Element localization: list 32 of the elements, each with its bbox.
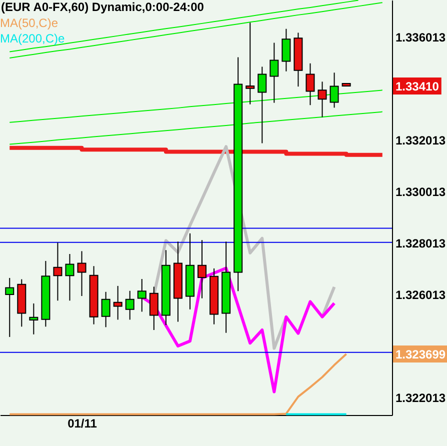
candlestick xyxy=(53,242,62,302)
text: MA(50,C)e xyxy=(0,16,58,30)
y-tick-label: 1.323699 xyxy=(396,347,446,362)
candlestick xyxy=(77,250,86,296)
candlestick xyxy=(330,72,339,108)
y-tick-label: 1.328013 xyxy=(396,236,446,250)
y-tick-label: 1.330013 xyxy=(396,184,446,199)
candlestick xyxy=(282,28,291,72)
candlestick xyxy=(5,277,14,338)
candlestick xyxy=(149,286,158,330)
candlestick xyxy=(29,302,38,335)
candlestick xyxy=(258,66,267,144)
y-tick-label: 1.326013 xyxy=(396,288,446,302)
candlestick xyxy=(198,240,207,299)
candlestick xyxy=(306,62,315,106)
candlestick xyxy=(246,22,255,105)
x-tick-label: 01/11 xyxy=(68,416,98,430)
y-tick-label: 1.336013 xyxy=(396,30,446,44)
line-series xyxy=(9,111,383,145)
candlestick xyxy=(318,81,327,118)
candlestick xyxy=(113,285,122,320)
chart-title: (EUR A0-FX,60) Dynamic,0:00-24:00 xyxy=(1,0,204,14)
y-tick-label: 1.33410 xyxy=(396,80,440,94)
y-tick-label: 1.332013 xyxy=(396,133,446,148)
candlestick xyxy=(137,278,146,312)
candlestick xyxy=(125,290,134,320)
candlestick xyxy=(270,42,279,104)
line-series xyxy=(8,352,348,416)
text: MA(200,C)e xyxy=(0,32,66,46)
candlestick xyxy=(65,254,74,302)
y-tick-label: 1.322013 xyxy=(396,390,446,405)
candlestick xyxy=(101,291,110,328)
